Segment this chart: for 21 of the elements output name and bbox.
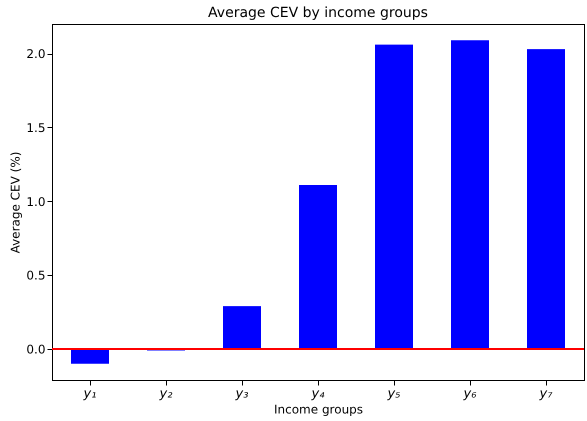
y-tick-label: 0.5 xyxy=(26,268,46,283)
bar xyxy=(223,306,261,349)
y-tick-label: 1.5 xyxy=(26,120,46,135)
x-tick-label: y₆ xyxy=(462,386,476,402)
x-axis-title: Income groups xyxy=(274,402,364,416)
chart-title: Average CEV by income groups xyxy=(208,5,428,21)
y-tick-label: 1.0 xyxy=(26,194,46,209)
x-tick-label: y₂ xyxy=(158,386,172,402)
x-tick-label: y₇ xyxy=(538,386,554,402)
x-tick-label: y₁ xyxy=(82,386,96,402)
bar xyxy=(527,49,565,349)
bar xyxy=(71,348,109,364)
y-tick-label: 0.0 xyxy=(26,342,46,356)
y-tick-label: 2.0 xyxy=(26,47,46,62)
x-tick-label: y₄ xyxy=(310,386,326,402)
bar xyxy=(299,185,337,349)
x-tick-label: y₅ xyxy=(386,386,400,402)
bar xyxy=(375,44,413,349)
y-axis-title: Average CEV (%) xyxy=(8,152,22,254)
bar xyxy=(451,40,489,349)
x-tick-label: y₃ xyxy=(234,386,248,402)
